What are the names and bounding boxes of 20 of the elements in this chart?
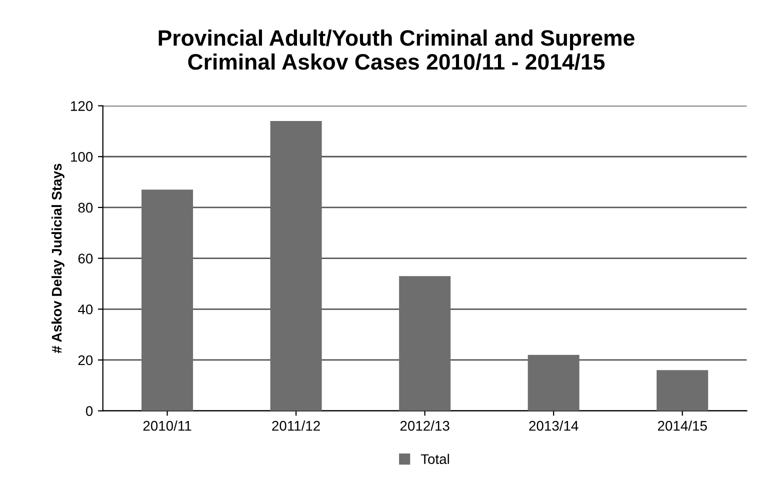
- y-axis-title: # Askov Delay Judicial Stays: [51, 164, 64, 354]
- bar: [399, 276, 451, 411]
- y-tick-label: 80: [78, 202, 93, 213]
- y-tick-label: 60: [78, 254, 93, 264]
- x-tick-label: 2014/15: [658, 420, 707, 431]
- bar: [142, 190, 194, 411]
- chart-title: Provincial Adult/Youth Criminal and Supreme Criminal Askov Cases 2010/11 - 2014/15: [158, 30, 634, 70]
- y-tick-label: 120: [71, 101, 93, 111]
- bar: [270, 121, 322, 411]
- y-tick-label: 0: [86, 406, 93, 416]
- y-tick-label: 20: [78, 355, 93, 366]
- x-tick-label: 2011/12: [272, 420, 320, 431]
- bar: [656, 370, 708, 411]
- y-tick-label: 40: [78, 304, 93, 314]
- bar: [528, 354, 580, 411]
- x-tick-label: 2012/13: [400, 420, 450, 431]
- legend-label: Total: [420, 454, 449, 464]
- x-tick-label: 2010/11: [143, 420, 192, 431]
- y-tick-label: 100: [71, 152, 93, 162]
- x-tick-label: 2013/14: [529, 420, 578, 431]
